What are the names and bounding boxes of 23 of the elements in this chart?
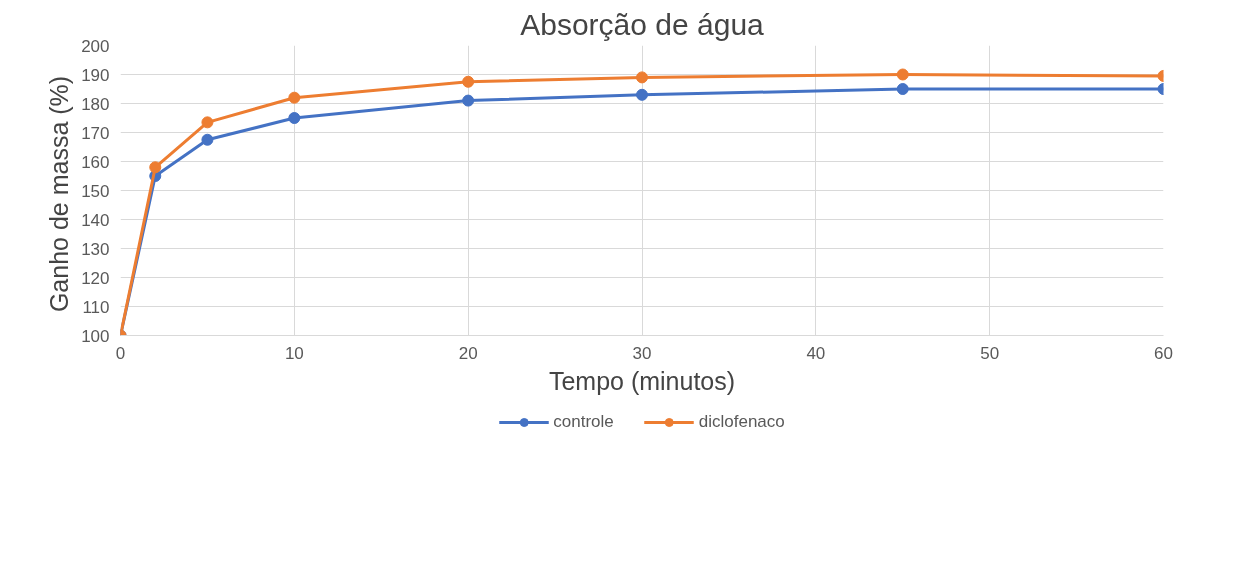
y-tick-label: 100	[81, 326, 110, 346]
y-tick-label: 200	[81, 36, 110, 56]
y-tick-label: 190	[81, 65, 110, 85]
y-tick-label: 150	[81, 181, 110, 201]
y-tick-label: 130	[81, 239, 110, 259]
x-tick-label: 20	[458, 343, 478, 363]
x-axis-title: Tempo (minutos)	[548, 366, 736, 395]
x-tick-label: 10	[284, 343, 304, 363]
y-tick-label: 110	[82, 297, 110, 317]
legend-label: diclofenaco	[698, 412, 785, 432]
y-tick-label: 120	[81, 268, 110, 288]
y-tick-label: 180	[81, 94, 110, 114]
x-tick-label: 40	[806, 343, 826, 363]
x-tick-label: 60	[1154, 343, 1173, 363]
x-tick-label: 50	[980, 343, 1000, 363]
x-tick-label: 30	[632, 343, 652, 363]
chart-title: Absorção de água	[520, 7, 765, 41]
x-tick-label: 0	[115, 343, 126, 363]
legend-label: controle	[553, 412, 614, 432]
y-tick-label: 160	[81, 152, 110, 172]
y-tick-label: 170	[81, 123, 110, 143]
y-axis-title: Ganho de massa (%)	[45, 75, 74, 313]
y-tick-label: 140	[81, 210, 110, 230]
